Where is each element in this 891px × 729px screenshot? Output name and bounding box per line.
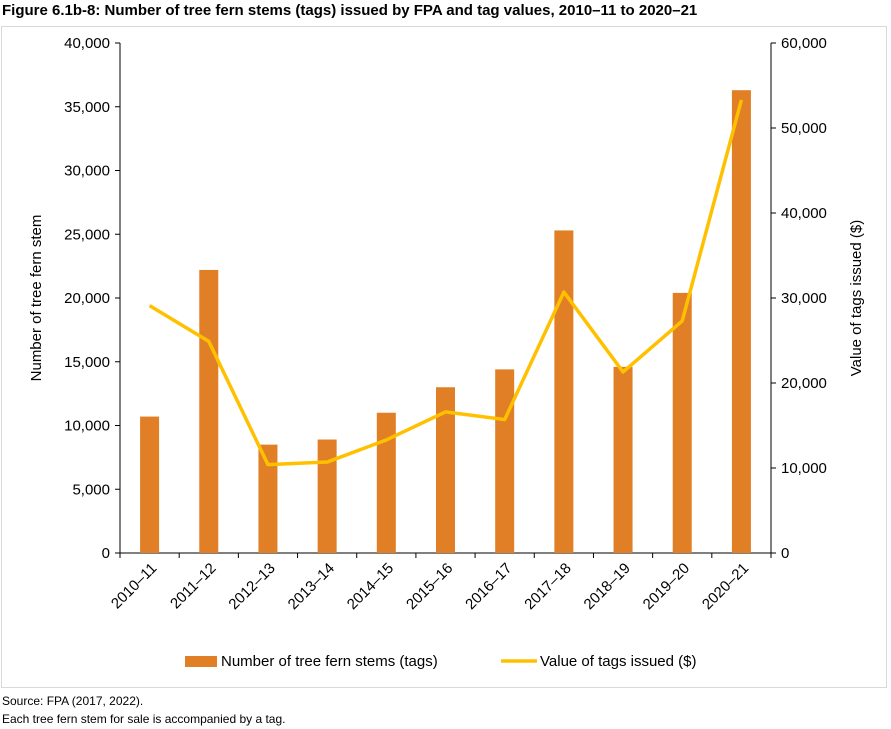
chart-title: Figure 6.1b-8: Number of tree fern stems… xyxy=(2,2,698,19)
legend-bar-swatch xyxy=(185,656,217,667)
right-tick-label: 40,000 xyxy=(781,205,827,222)
x-tick-label: 2020–21 xyxy=(699,560,752,613)
left-tick-label: 20,000 xyxy=(64,290,110,307)
left-tick-label: 40,000 xyxy=(64,35,110,52)
left-tick-label: 10,000 xyxy=(64,418,110,435)
right-tick-label: 0 xyxy=(781,545,789,562)
x-tick-label: 2015–16 xyxy=(403,560,456,613)
right-tick-label: 10,000 xyxy=(781,460,827,477)
bar-2018–19 xyxy=(613,366,633,553)
legend-bar-label: Number of tree fern stems (tags) xyxy=(221,653,438,670)
source-note: Source: FPA (2017, 2022). xyxy=(2,694,144,708)
bar-2019–20 xyxy=(672,292,692,553)
bar-2012–13 xyxy=(258,444,278,553)
chart-frame xyxy=(1,26,887,688)
left-axis-title: Number of tree fern stem xyxy=(28,215,45,382)
x-tick-label: 2018–19 xyxy=(581,560,634,613)
x-tick-label: 2017–18 xyxy=(521,560,574,613)
bar-2011–12 xyxy=(199,269,219,553)
footnote: Each tree fern stem for sale is accompan… xyxy=(2,712,286,726)
right-axis-title: Value of tags issued ($) xyxy=(848,220,865,376)
right-tick-label: 60,000 xyxy=(781,35,827,52)
x-tick-label: 2016–17 xyxy=(462,560,515,613)
left-tick-label: 30,000 xyxy=(64,163,110,180)
bar-2013–14 xyxy=(317,439,337,553)
right-tick-label: 20,000 xyxy=(781,375,827,392)
left-tick-label: 5,000 xyxy=(72,481,110,498)
legend-line-label: Value of tags issued ($) xyxy=(540,653,696,670)
bar-2017–18 xyxy=(554,230,574,554)
right-tick-label: 50,000 xyxy=(781,120,827,137)
x-tick-label: 2011–12 xyxy=(167,560,220,613)
left-tick-label: 15,000 xyxy=(64,354,110,371)
left-tick-label: 35,000 xyxy=(64,99,110,116)
x-tick-label: 2010–11 xyxy=(108,560,161,613)
x-tick-label: 2012–13 xyxy=(225,560,278,613)
bar-2016–17 xyxy=(495,369,515,553)
right-tick-label: 30,000 xyxy=(781,290,827,307)
x-tick-label: 2014–15 xyxy=(344,560,397,613)
bar-2014–15 xyxy=(376,412,396,553)
bar-2015–16 xyxy=(436,387,455,553)
bar-2020–21 xyxy=(731,90,751,554)
x-tick-label: 2019–20 xyxy=(640,560,693,613)
x-tick-label: 2013–14 xyxy=(285,560,338,613)
left-tick-label: 0 xyxy=(102,545,110,562)
left-tick-label: 25,000 xyxy=(64,226,110,243)
bar-2010–11 xyxy=(140,416,160,553)
